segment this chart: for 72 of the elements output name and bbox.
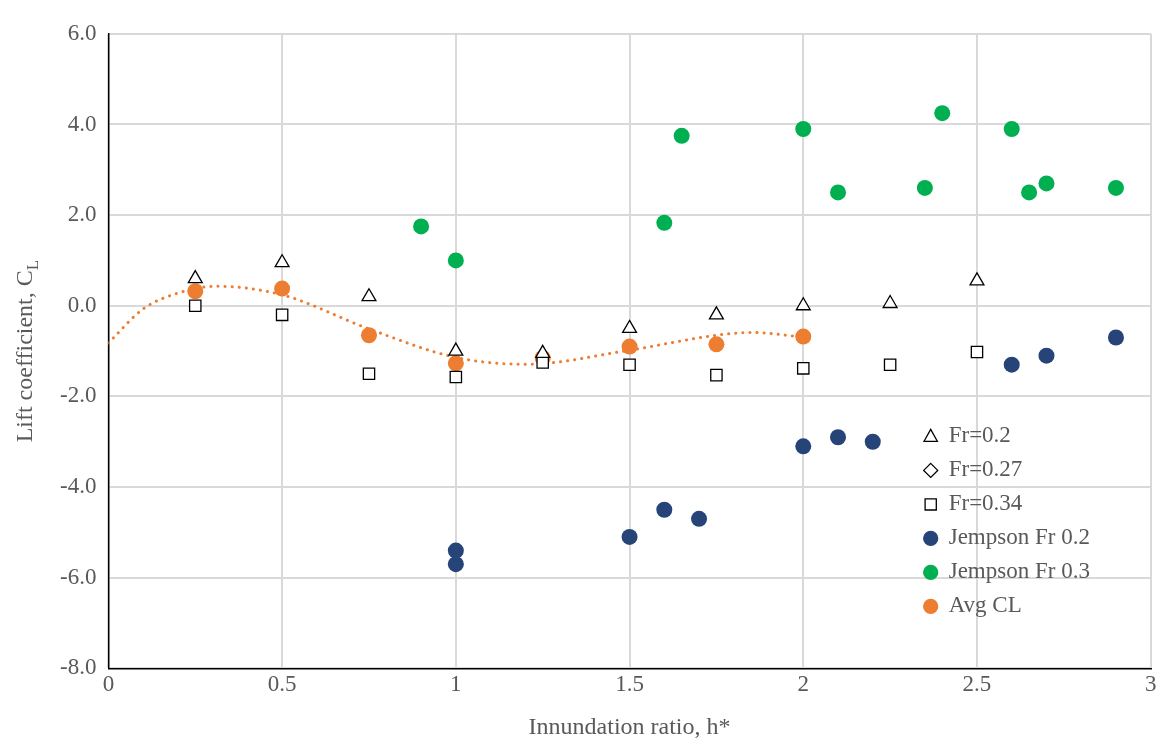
x-axis-title: Innundation ratio, h* xyxy=(528,713,731,740)
point xyxy=(708,336,725,353)
point xyxy=(448,342,464,356)
point xyxy=(691,510,708,527)
point xyxy=(361,288,377,302)
point xyxy=(864,433,881,450)
point xyxy=(188,299,202,313)
legend-label: Jempson Fr 0.3 xyxy=(948,558,1090,584)
point xyxy=(447,252,464,269)
point xyxy=(274,254,290,268)
x-tick-label: 1 xyxy=(450,671,462,697)
y-tick-label: 2.0 xyxy=(67,201,97,227)
point xyxy=(360,327,377,344)
point xyxy=(934,105,951,122)
legend-label: Fr=0.2 xyxy=(948,422,1011,448)
x-tick-label: 0 xyxy=(102,671,115,697)
point xyxy=(830,429,847,446)
y-tick-label: 0.0 xyxy=(67,291,97,317)
y-tick-label: 4.0 xyxy=(67,110,97,136)
point xyxy=(447,542,464,559)
point xyxy=(413,218,430,235)
point xyxy=(708,306,724,320)
point xyxy=(970,345,984,359)
point xyxy=(1021,184,1038,201)
point xyxy=(656,214,673,231)
x-tick-label: 3 xyxy=(1144,671,1157,697)
y-tick-label: -6.0 xyxy=(59,563,97,589)
point xyxy=(447,355,464,372)
point xyxy=(916,179,933,196)
point xyxy=(621,319,638,334)
point xyxy=(796,362,810,375)
x-tick-label: 1.5 xyxy=(615,671,644,697)
legend-label: Fr=0.34 xyxy=(948,490,1023,516)
point xyxy=(1038,175,1055,192)
point xyxy=(882,294,898,309)
point xyxy=(795,297,811,311)
y-tick-label: -2.0 xyxy=(59,382,97,408)
x-tick-label: 2 xyxy=(797,671,810,697)
point xyxy=(621,338,638,355)
y-axis-title: Lift coefficient, CL xyxy=(11,259,42,443)
point xyxy=(187,269,203,284)
point xyxy=(449,370,463,384)
point xyxy=(623,358,636,372)
y-tick-label: -8.0 xyxy=(59,654,97,680)
y-tick-label: -4.0 xyxy=(59,473,97,499)
point xyxy=(535,344,551,359)
legend-label: Avg CL xyxy=(948,592,1022,618)
point xyxy=(830,184,847,201)
point xyxy=(673,127,690,144)
point xyxy=(883,358,897,372)
x-tick-label: 2.5 xyxy=(962,671,992,697)
point xyxy=(1107,329,1124,346)
point xyxy=(621,528,638,545)
point xyxy=(1107,179,1124,196)
x-tick-label: 0.5 xyxy=(267,671,297,697)
point xyxy=(1003,120,1020,137)
point xyxy=(275,308,289,322)
point xyxy=(1038,347,1055,364)
legend-label: Jempson Fr 0.2 xyxy=(948,524,1090,550)
point xyxy=(187,283,204,300)
point xyxy=(710,368,723,382)
point xyxy=(447,556,464,573)
point xyxy=(795,438,812,455)
point xyxy=(1003,356,1020,373)
legend-label: Fr=0.27 xyxy=(948,456,1023,482)
point xyxy=(969,272,985,286)
y-tick-label: 6.0 xyxy=(67,19,97,45)
point xyxy=(274,280,291,297)
point xyxy=(362,367,376,381)
point xyxy=(795,328,812,345)
point xyxy=(795,120,812,137)
point xyxy=(656,501,673,518)
